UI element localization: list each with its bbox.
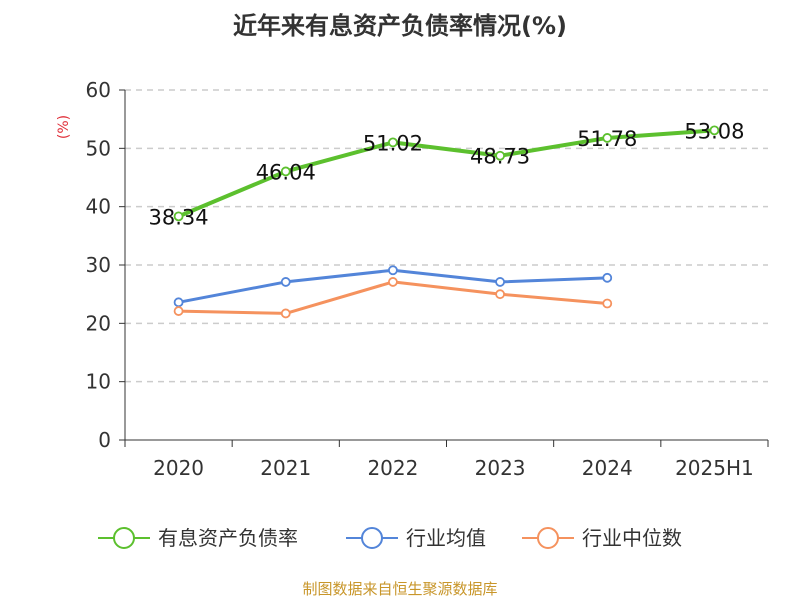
y-tick-label: 60 [86,78,111,102]
y-tick-label: 20 [86,311,111,335]
y-tick-label: 10 [86,370,111,394]
data-point [388,137,398,148]
data-point [280,277,291,287]
source-note: 制图数据来自恒生聚源数据库 [302,580,498,598]
y-tick-label: 30 [86,253,111,277]
data-label: 38.34 [149,205,209,229]
data-point [709,125,720,136]
data-point [602,133,613,143]
data-point [388,277,398,287]
data-point [495,289,505,300]
data-label: 46.04 [256,160,316,184]
data-label: 51.02 [363,131,423,155]
data-point [388,265,398,276]
data-point [495,150,505,161]
legend-marker [113,527,135,549]
legend-label: 行业均值 [406,526,486,550]
y-tick-label: 0 [98,428,111,452]
data-point [280,308,291,319]
x-tick-label: 2024 [582,456,633,480]
data-label: 48.73 [470,145,530,169]
x-tick-label: 2025H1 [675,456,754,480]
x-tick-label: 2023 [475,456,526,480]
data-label: 53.08 [684,119,744,143]
data-point [173,306,184,316]
data-point [602,272,613,283]
chart-title: 近年来有息资产负债率情况(%) [233,12,567,40]
x-tick-label: 2020 [153,456,204,480]
legend-label: 行业中位数 [582,526,682,550]
legend-marker [537,527,559,549]
x-tick-label: 2021 [260,456,311,480]
y-tick-label: 50 [86,136,111,160]
data-point [602,298,613,309]
legend-marker [361,527,383,549]
data-point [280,166,291,177]
y-axis-label: (%) [56,115,72,139]
data-label: 51.78 [577,127,637,151]
data-point [173,211,184,222]
y-tick-label: 40 [86,195,111,219]
x-tick-label: 2022 [367,456,418,480]
series-line [177,128,715,219]
legend-label: 有息资产负债率 [158,526,298,550]
data-point [173,297,184,308]
data-point [495,277,505,287]
